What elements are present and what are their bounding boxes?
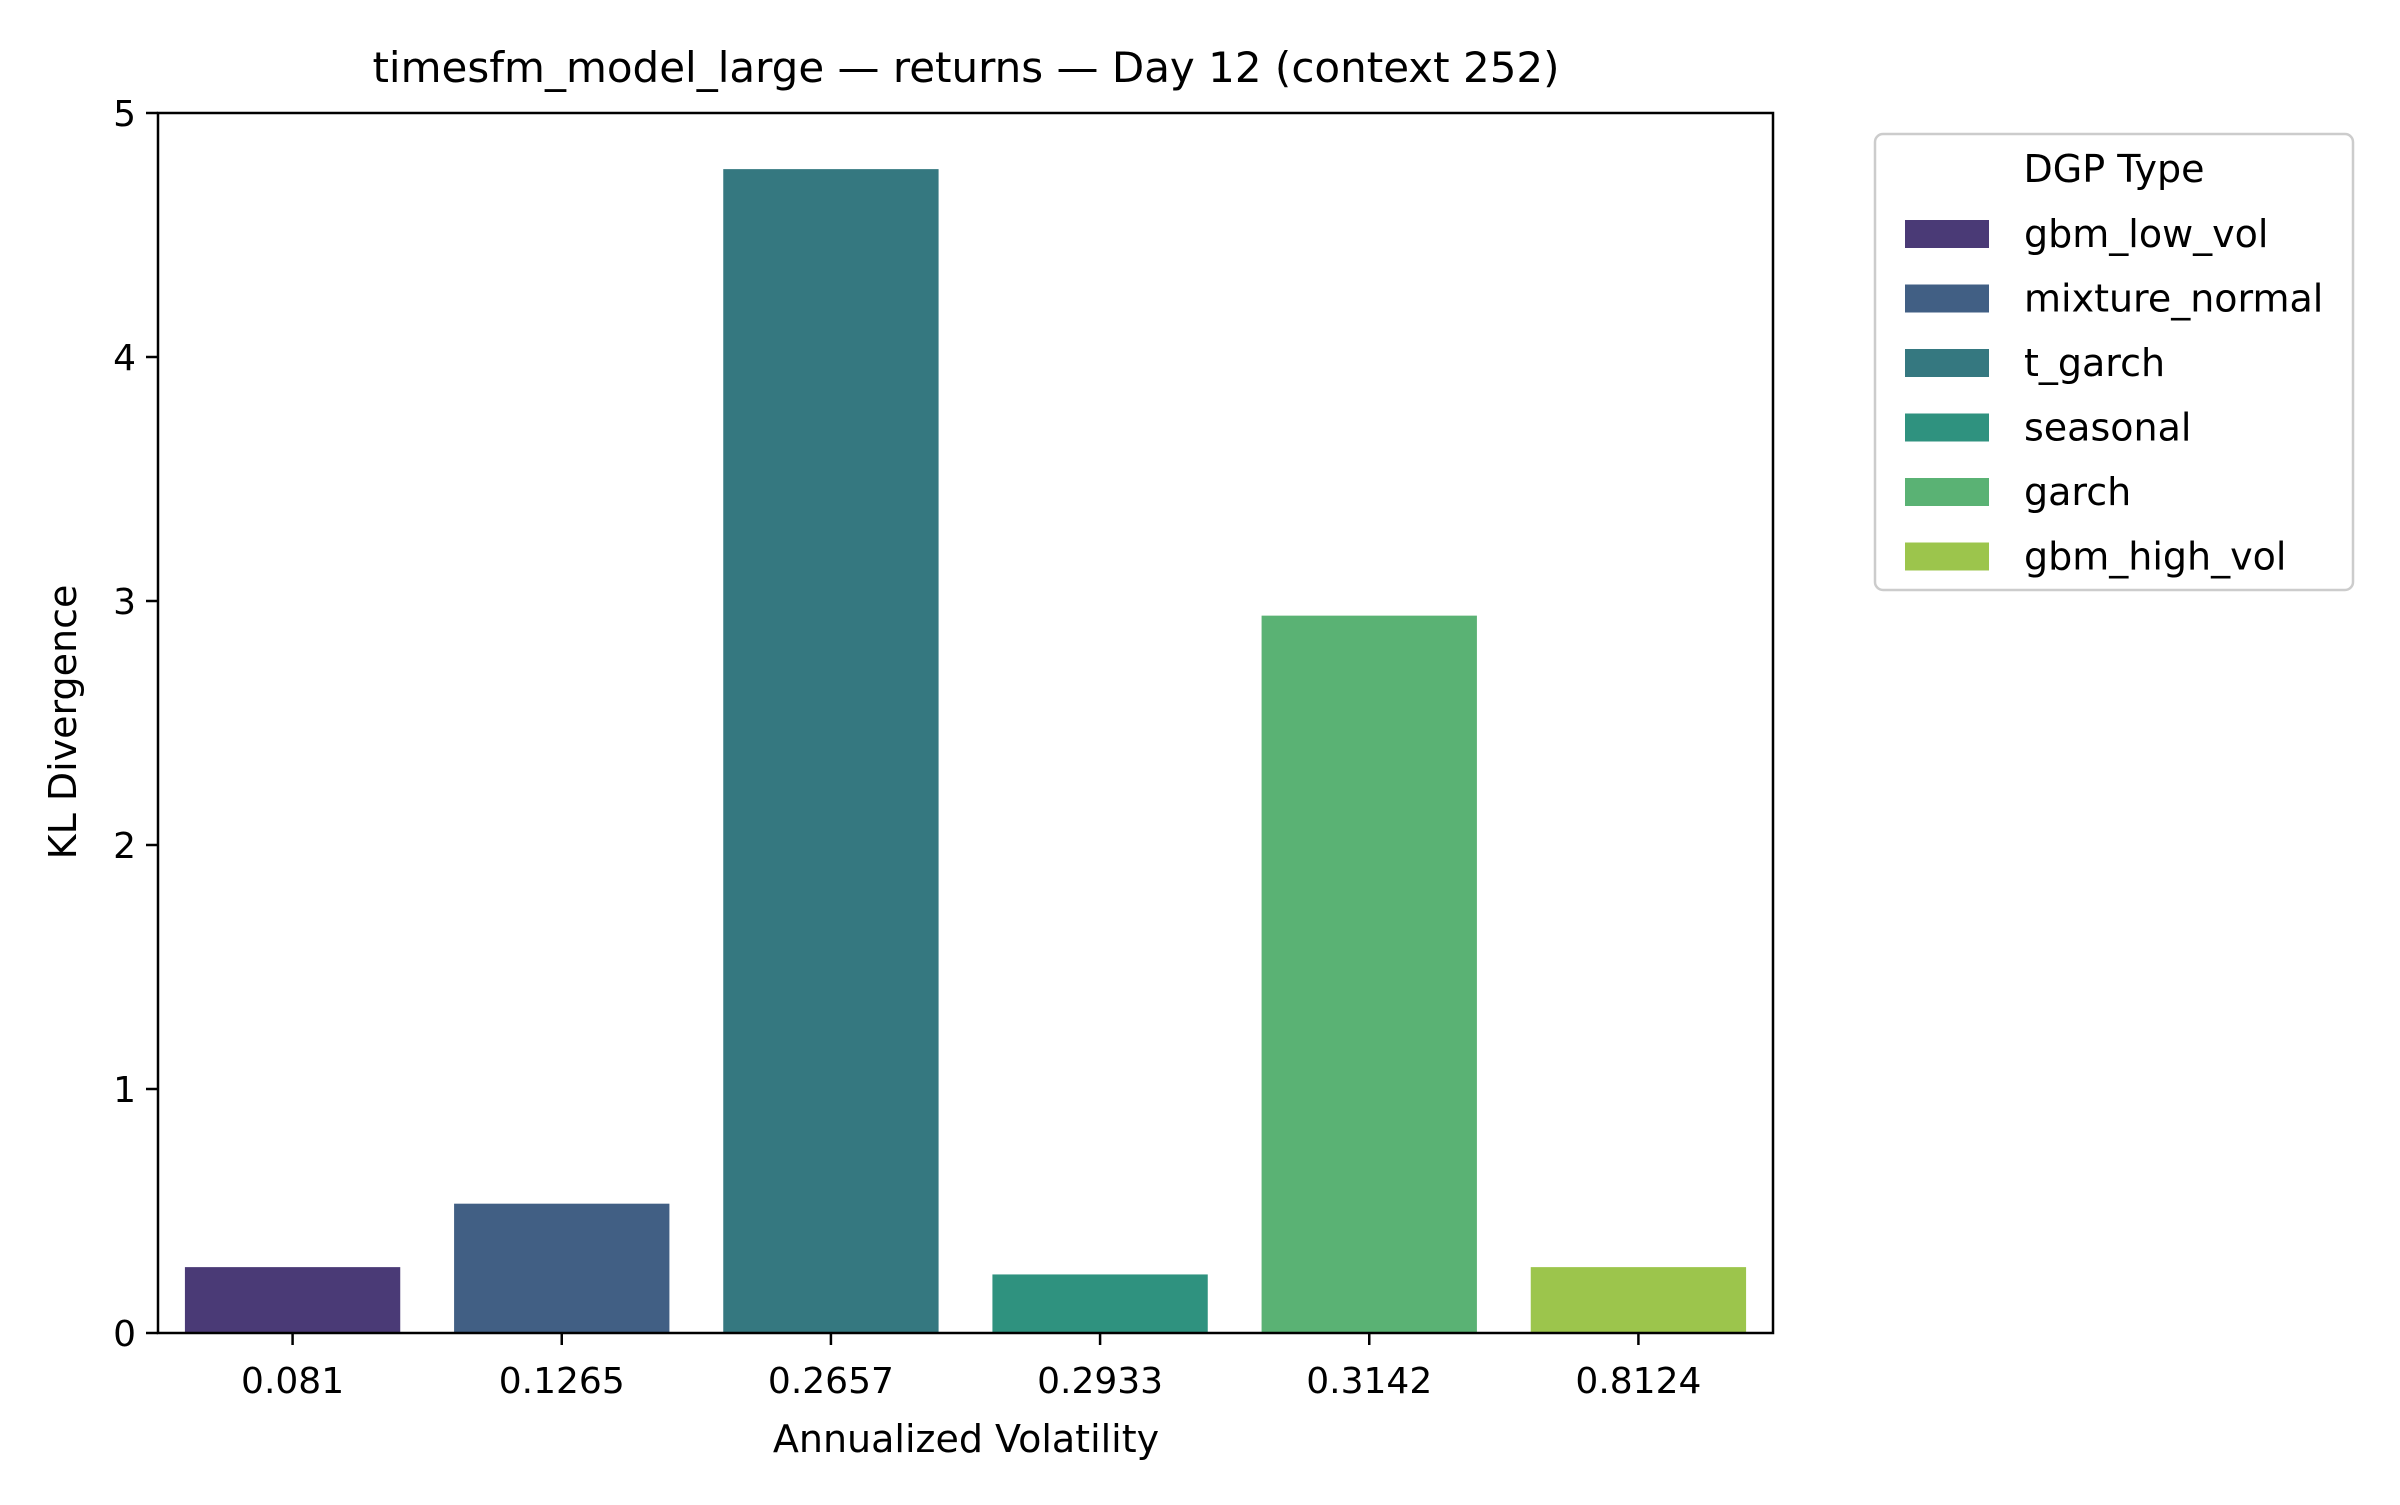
legend-swatch [1905,413,1989,442]
x-tick-label: 0.1265 [499,1361,625,1402]
legend-label: mixture_normal [2024,277,2323,321]
x-tick-label: 0.3142 [1306,1361,1432,1402]
bar-t_garch [723,169,939,1333]
y-tick-label: 2 [113,826,136,867]
legend-label: seasonal [2024,406,2191,450]
legend-label: t_garch [2024,341,2165,385]
legend-swatch [1905,478,1989,506]
bar-mixture_normal [454,1203,670,1333]
legend-swatch [1905,349,1989,377]
legend-swatch [1905,284,1989,313]
y-tick-label: 1 [113,1070,136,1111]
chart-title: timesfm_model_large — returns — Day 12 (… [372,43,1559,92]
y-tick-label: 4 [113,338,136,379]
legend-label: gbm_low_vol [2024,212,2268,256]
bar-gbm_low_vol [184,1267,401,1333]
legend-label: garch [2024,470,2131,514]
x-axis: 0.081 0.1265 0.2657 0.2933 0.3142 0.8124 [241,1333,1701,1402]
bar-gbm_high_vol [1530,1267,1747,1333]
legend-swatch [1905,220,1989,248]
x-tick-label: 0.2933 [1037,1361,1163,1402]
bar-garch [1261,615,1477,1333]
legend-frame [1873,132,2355,592]
x-axis-label: Annualized Volatility [773,1417,1159,1461]
x-tick-label: 0.8124 [1575,1361,1701,1402]
legend-swatch [1905,542,1989,571]
x-tick-label: 0.081 [241,1361,344,1402]
bar-seasonal [992,1274,1208,1333]
y-tick-label: 0 [113,1314,136,1355]
legend-title: DGP Type [2024,147,2205,191]
bars-layer [184,169,1747,1333]
legend-items: gbm_low_vol mixture_normal t_garch seasonal… [1905,212,2323,579]
plot-frame [156,111,1775,1335]
y-axis: 0 1 2 3 4 5 [113,94,158,1355]
y-axis-label: KL Divergence [41,585,85,860]
legend: DGP Type gbm_low_vol mixture_normal t_garc… [1873,132,2355,592]
y-tick-label: 5 [113,94,136,135]
legend-label: gbm_high_vol [2024,535,2286,579]
y-tick-label: 3 [113,582,136,623]
x-tick-label: 0.2657 [768,1361,894,1402]
